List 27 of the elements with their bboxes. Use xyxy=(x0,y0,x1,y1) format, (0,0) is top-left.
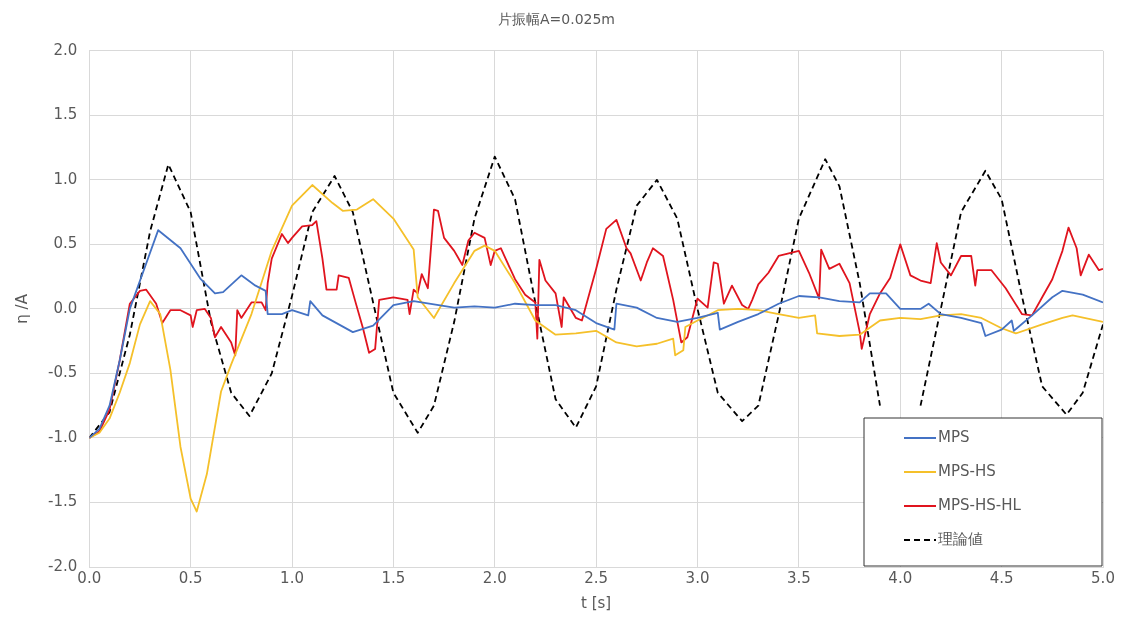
y-tick-label: 2.0 xyxy=(53,40,78,59)
y-tick-label: 0.5 xyxy=(53,234,78,253)
y-tick-label: -0.5 xyxy=(47,363,78,382)
x-tick-label: 3.0 xyxy=(685,568,710,587)
x-tick-label: 1.0 xyxy=(280,568,304,587)
x-tick-label: 4.0 xyxy=(888,568,913,587)
x-tick-label: 2.0 xyxy=(482,568,507,587)
x-tick-label: 2.5 xyxy=(584,568,609,587)
y-tick-label: -2.0 xyxy=(47,556,78,575)
legend-label: MPS-HS xyxy=(938,461,996,480)
legend-label: MPS xyxy=(938,427,970,446)
y-tick-label: -1.5 xyxy=(47,492,78,511)
y-tick-label: 1.5 xyxy=(53,105,78,124)
legend-label: 理論値 xyxy=(938,529,983,548)
x-tick-label: 1.5 xyxy=(381,568,406,587)
y-tick-label: 1.0 xyxy=(53,169,78,188)
x-tick-label: 5.0 xyxy=(1091,568,1115,587)
y-tick-label: -1.0 xyxy=(47,427,78,446)
legend-label: MPS-HS-HL xyxy=(938,495,1022,514)
x-tick-label: 0.0 xyxy=(77,568,102,587)
chart-title: 片振幅A=0.025m xyxy=(497,11,616,28)
x-tick-label: 4.5 xyxy=(989,568,1014,587)
y-axis-title: η /A xyxy=(12,293,31,324)
y-tick-label: 0.0 xyxy=(53,298,78,317)
x-tick-label: 0.5 xyxy=(178,568,203,587)
x-axis-title: t [s] xyxy=(581,593,612,612)
x-tick-label: 3.5 xyxy=(786,568,811,587)
